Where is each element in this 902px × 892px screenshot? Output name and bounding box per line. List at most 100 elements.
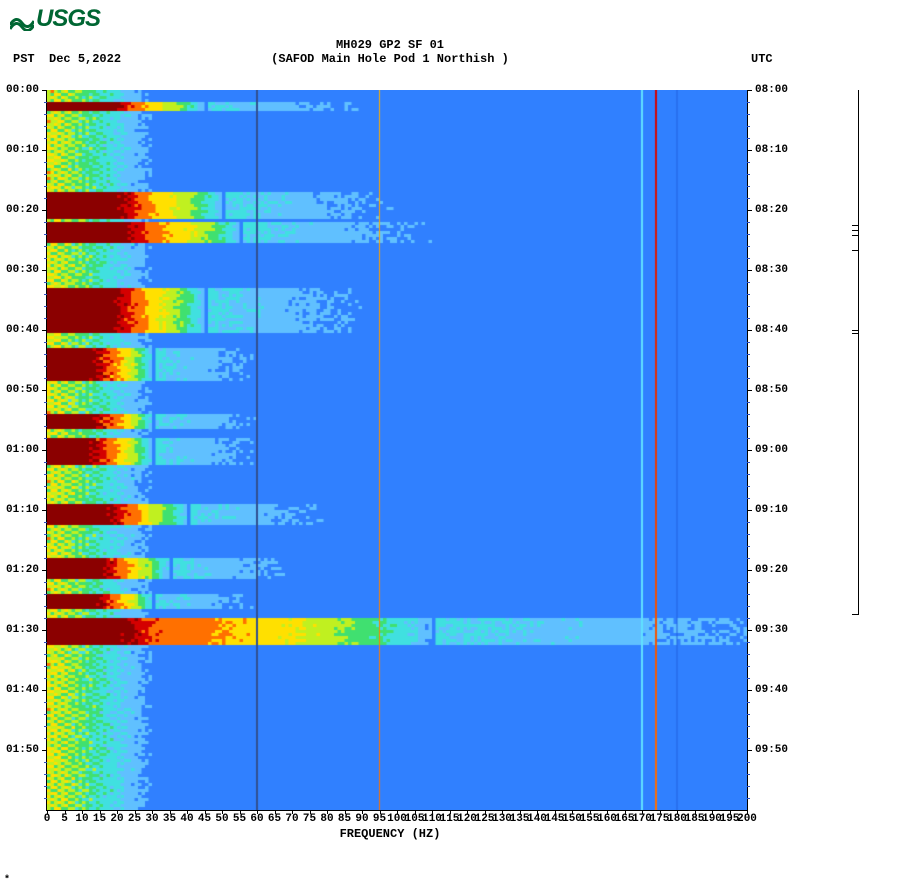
secondary-tick [852, 333, 858, 334]
y-minor-tick [747, 126, 750, 127]
y-right-label: 08:50 [755, 384, 788, 396]
secondary-tick [852, 330, 858, 331]
y-minor-tick [747, 426, 750, 427]
y-minor-tick [747, 258, 750, 259]
y-left-label: 01:10 [6, 504, 39, 516]
y-left-tick [42, 210, 47, 211]
x-tick-label: 35 [163, 813, 176, 825]
x-axis-label: FREQUENCY (HZ) [0, 827, 780, 841]
y-minor-tick [44, 702, 47, 703]
y-minor-tick [747, 762, 750, 763]
secondary-tick [852, 250, 858, 251]
y-right-tick [747, 570, 752, 571]
y-minor-tick [44, 366, 47, 367]
usgs-text: USGS [36, 5, 100, 33]
y-right-label: 08:00 [755, 84, 788, 96]
y-right-label: 09:30 [755, 624, 788, 636]
y-minor-tick [747, 342, 750, 343]
y-minor-tick [44, 726, 47, 727]
y-right-label: 08:30 [755, 264, 788, 276]
y-minor-tick [44, 342, 47, 343]
title-line1: MH029 GP2 SF 01 [0, 38, 780, 52]
y-minor-tick [747, 186, 750, 187]
footer-mark: * [4, 875, 10, 886]
y-left-tick [42, 570, 47, 571]
y-minor-tick [44, 558, 47, 559]
secondary-tick [852, 230, 858, 231]
y-minor-tick [747, 402, 750, 403]
y-minor-tick [747, 642, 750, 643]
y-minor-tick [747, 666, 750, 667]
y-minor-tick [747, 654, 750, 655]
y-minor-tick [747, 306, 750, 307]
y-right-tick [747, 270, 752, 271]
y-minor-tick [44, 618, 47, 619]
y-left-label: 00:20 [6, 204, 39, 216]
spectrogram-canvas [47, 90, 747, 810]
y-minor-tick [44, 534, 47, 535]
y-right-tick [747, 690, 752, 691]
y-left-label: 00:30 [6, 264, 39, 276]
y-minor-tick [44, 414, 47, 415]
y-minor-tick [747, 366, 750, 367]
y-minor-tick [747, 198, 750, 199]
secondary-tick [852, 235, 858, 236]
y-minor-tick [44, 738, 47, 739]
y-right-tick [747, 750, 752, 751]
y-minor-tick [747, 294, 750, 295]
y-minor-tick [747, 522, 750, 523]
y-minor-tick [44, 798, 47, 799]
y-minor-tick [747, 462, 750, 463]
spectrogram-plot [47, 90, 747, 810]
y-minor-tick [44, 258, 47, 259]
y-minor-tick [44, 522, 47, 523]
y-minor-tick [44, 486, 47, 487]
y-minor-tick [44, 426, 47, 427]
y-minor-tick [747, 114, 750, 115]
y-minor-tick [747, 138, 750, 139]
y-minor-tick [44, 198, 47, 199]
x-tick-label: 85 [338, 813, 351, 825]
y-minor-tick [44, 162, 47, 163]
y-right-tick [747, 210, 752, 211]
y-minor-tick [747, 486, 750, 487]
y-minor-tick [747, 246, 750, 247]
y-right-label: 09:00 [755, 444, 788, 456]
y-right-tick [747, 510, 752, 511]
y-left-label: 01:00 [6, 444, 39, 456]
y-left-label: 01:50 [6, 744, 39, 756]
timezone-left: PST Dec 5,2022 [13, 52, 121, 66]
y-left-tick [42, 750, 47, 751]
y-minor-tick [44, 546, 47, 547]
y-left-label: 00:00 [6, 84, 39, 96]
y-minor-tick [44, 378, 47, 379]
y-right-tick [747, 450, 752, 451]
y-minor-tick [44, 114, 47, 115]
x-tick-label: 25 [128, 813, 141, 825]
y-minor-tick [747, 546, 750, 547]
y-right-tick [747, 630, 752, 631]
y-left-label: 00:50 [6, 384, 39, 396]
y-minor-tick [44, 294, 47, 295]
y-minor-tick [747, 234, 750, 235]
y-minor-tick [747, 474, 750, 475]
y-minor-tick [747, 222, 750, 223]
y-right-tick [747, 330, 752, 331]
y-minor-tick [747, 558, 750, 559]
x-tick-label: 40 [180, 813, 193, 825]
y-minor-tick [747, 282, 750, 283]
secondary-tick [852, 225, 858, 226]
x-tick-label: 55 [233, 813, 246, 825]
timezone-right: UTC [751, 52, 773, 66]
y-minor-tick [44, 642, 47, 643]
y-minor-tick [747, 318, 750, 319]
y-left-tick [42, 690, 47, 691]
y-minor-tick [747, 438, 750, 439]
y-minor-tick [747, 774, 750, 775]
y-left-tick [42, 630, 47, 631]
y-minor-tick [44, 306, 47, 307]
y-minor-tick [44, 606, 47, 607]
y-right-label: 09:40 [755, 684, 788, 696]
y-minor-tick [44, 762, 47, 763]
x-tick-label: 50 [215, 813, 228, 825]
